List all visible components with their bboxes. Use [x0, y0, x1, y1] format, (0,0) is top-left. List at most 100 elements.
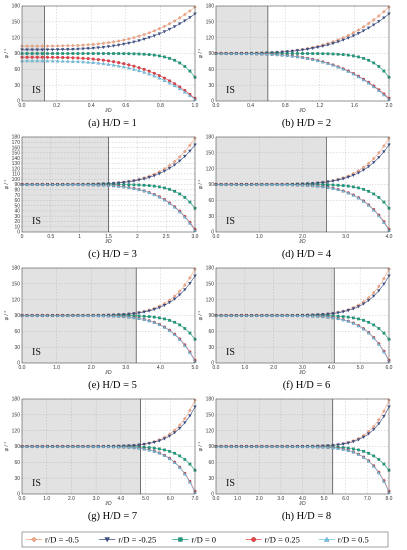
data-point	[234, 313, 239, 317]
data-point	[70, 313, 75, 317]
x-tick-label: 1.0	[234, 496, 241, 502]
data-point	[187, 93, 192, 98]
data-point	[66, 55, 70, 60]
legend-marker	[323, 536, 330, 542]
data-point	[182, 90, 187, 94]
data-point	[382, 409, 386, 413]
x-tick-label: 2.0	[68, 496, 75, 502]
data-point	[86, 52, 90, 55]
y-tick-label: 0	[17, 361, 20, 367]
data-point	[61, 55, 65, 60]
data-point	[376, 150, 381, 155]
data-point	[320, 445, 325, 449]
data-point	[382, 9, 386, 14]
data-point	[377, 195, 381, 199]
data-point	[147, 442, 152, 446]
data-point	[116, 184, 121, 188]
data-point	[162, 317, 166, 321]
data-point	[40, 48, 45, 52]
data-point	[326, 43, 330, 47]
data-point	[25, 44, 29, 48]
data-point	[168, 449, 172, 453]
data-point	[351, 34, 356, 38]
data-point	[117, 52, 121, 56]
data-point	[376, 88, 381, 93]
data-point	[121, 314, 126, 319]
data-point	[50, 48, 55, 52]
data-point	[91, 182, 96, 187]
x-tick-label: 1.5	[105, 234, 112, 240]
data-point	[336, 187, 341, 192]
data-point	[367, 189, 371, 193]
data-point	[167, 328, 172, 333]
data-point	[142, 310, 147, 315]
data-point	[157, 439, 162, 443]
data-point	[336, 40, 341, 44]
data-point	[173, 189, 177, 193]
data-point	[30, 44, 35, 48]
data-point	[147, 175, 152, 180]
data-point	[50, 44, 55, 48]
data-point	[137, 68, 141, 73]
plot-frame	[21, 398, 196, 495]
data-point	[311, 52, 315, 56]
x-tick-label: 0.0	[213, 103, 220, 109]
data-point	[182, 283, 187, 287]
y-tick-label: 0	[211, 361, 214, 367]
data-point	[101, 444, 106, 449]
data-point	[70, 43, 75, 48]
data-point	[351, 440, 356, 444]
y-tick-label: 180	[12, 397, 21, 403]
data-point	[182, 421, 187, 425]
data-point	[126, 66, 131, 70]
data-point	[366, 203, 371, 207]
data-point	[147, 30, 152, 35]
data-point	[126, 41, 131, 46]
y-tick-label: 170	[12, 140, 21, 146]
x-axis-label: l/D	[105, 108, 112, 114]
data-point	[381, 220, 386, 225]
data-point	[376, 14, 381, 18]
y-tick-label: 150	[12, 20, 21, 26]
data-point	[137, 316, 141, 320]
data-point	[152, 34, 157, 38]
y-tick-label: 110	[12, 172, 20, 178]
x-tick-label: 4.0	[328, 365, 335, 371]
data-point	[275, 313, 279, 317]
data-point	[376, 213, 381, 218]
data-point	[362, 449, 366, 453]
data-point	[371, 294, 376, 299]
x-tick-label: 0.4	[247, 103, 254, 109]
data-point	[81, 444, 85, 448]
data-point	[341, 53, 345, 57]
data-point	[157, 195, 162, 199]
data-point	[229, 182, 234, 186]
data-point	[50, 313, 55, 317]
data-point	[280, 444, 285, 448]
y-tick-label: 150	[12, 282, 21, 288]
data-point	[81, 43, 85, 47]
data-point	[35, 313, 40, 317]
data-point	[341, 67, 346, 71]
data-point	[35, 52, 39, 55]
data-point	[285, 53, 290, 58]
x-tick-label: 0.8	[282, 103, 289, 109]
data-point	[326, 445, 330, 449]
data-point	[381, 479, 386, 483]
data-point	[356, 171, 361, 175]
y-tick-label: 150	[206, 20, 215, 26]
data-point	[187, 221, 192, 225]
data-point	[224, 444, 229, 448]
y-tick-label: 150	[12, 413, 21, 419]
data-point	[270, 444, 274, 448]
data-point	[346, 36, 351, 41]
data-point	[362, 187, 366, 191]
data-point	[300, 183, 305, 187]
data-point	[96, 313, 101, 318]
data-point	[264, 182, 269, 187]
data-point	[137, 66, 141, 70]
data-point	[188, 462, 192, 466]
data-point	[341, 315, 345, 319]
data-point	[285, 313, 290, 318]
data-point	[275, 52, 279, 57]
